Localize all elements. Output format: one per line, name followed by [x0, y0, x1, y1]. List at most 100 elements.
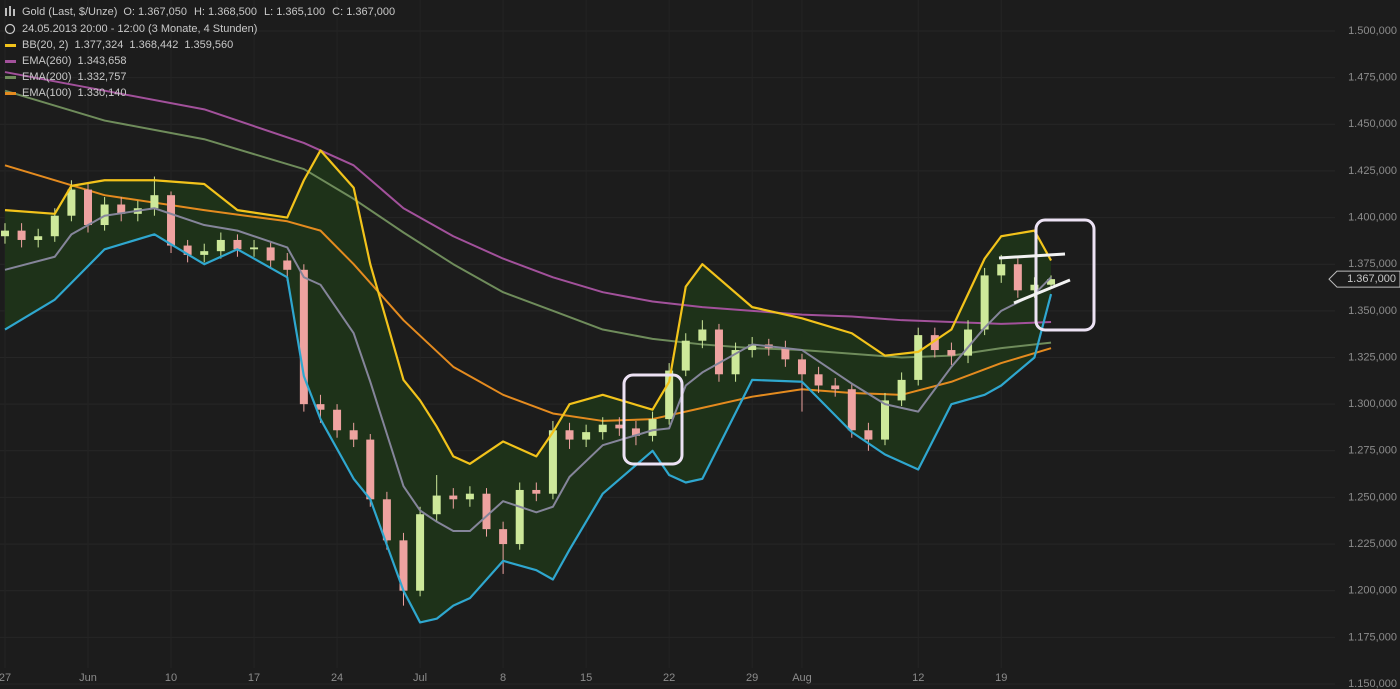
candle-body: [847, 389, 856, 431]
candle-body: [615, 424, 624, 429]
candle-body: [67, 189, 76, 216]
legend-text: 1.359,560: [184, 39, 233, 51]
candle-body: [881, 400, 890, 440]
trend-line: [1013, 278, 1071, 305]
candle-body: [515, 489, 524, 545]
legend-text: 1.377,324: [74, 39, 123, 51]
candle-body: [416, 514, 425, 591]
y-tick-label: 1.475,000: [1348, 72, 1397, 84]
candle-body: [964, 329, 973, 356]
candle-body: [167, 195, 176, 246]
legend-swatch: [5, 92, 16, 95]
chart-icon: [9, 6, 11, 16]
legend-text: 1.332,757: [78, 71, 127, 83]
candle-body: [449, 495, 458, 500]
candle-body: [781, 348, 790, 360]
candle-body: [150, 195, 159, 209]
candle-body: [797, 359, 806, 375]
candle-body: [897, 379, 906, 401]
chart-icon: [5, 8, 7, 16]
x-tick-label: 29: [746, 672, 758, 684]
candle-body: [648, 419, 657, 436]
y-tick-label: 1.350,000: [1348, 305, 1397, 317]
price-tag: [1328, 270, 1400, 288]
candle-body: [864, 430, 873, 440]
plot: [0, 71, 1056, 624]
candle-body: [665, 370, 674, 420]
bb-upper: [4, 149, 1053, 465]
y-tick-label: 1.425,000: [1348, 165, 1397, 177]
bb-middle: [4, 207, 1052, 533]
x-tick-label: Jun: [79, 672, 97, 684]
candle-body: [233, 239, 242, 250]
candle-body: [216, 239, 225, 252]
x-tick-label: 19: [995, 672, 1007, 684]
candle-body: [299, 269, 308, 405]
ema-line: [4, 89, 1052, 359]
candle-body: [681, 340, 690, 371]
y-tick-label: 1.150,000: [1348, 678, 1397, 689]
candle-body: [366, 439, 375, 500]
x-tick-label: 24: [331, 672, 343, 684]
candle-body: [532, 489, 541, 494]
legend-text: L: 1.365,100: [264, 6, 325, 18]
x-tick-label: 17: [248, 672, 260, 684]
candle-body: [382, 499, 391, 541]
candle-body: [582, 432, 591, 440]
candle-body: [548, 430, 557, 494]
annotations: [622, 218, 1096, 466]
candle-body: [748, 344, 757, 351]
legend-swatch: [5, 60, 16, 63]
candle-body: [34, 236, 43, 240]
legend-text: C: 1.367,000: [332, 6, 395, 18]
candle-body: [465, 493, 474, 500]
candle-body: [283, 260, 292, 270]
legend-text: O: 1.367,050: [123, 6, 187, 18]
ema-line: [4, 164, 1052, 422]
candle-body: [598, 424, 607, 433]
candle-body: [432, 495, 441, 515]
legend-text: EMA(100): [22, 87, 72, 99]
candle-body: [183, 245, 192, 255]
candle-body: [0, 230, 9, 237]
y-tick-label: 1.325,000: [1348, 351, 1397, 363]
candle-body: [349, 430, 358, 440]
candle-body: [200, 251, 209, 255]
candle-body: [50, 215, 59, 237]
y-tick-label: 1.500,000: [1348, 25, 1397, 37]
candle-body: [266, 247, 275, 261]
candle-body: [399, 540, 408, 591]
candle-body: [499, 529, 508, 545]
legend-text: 24.05.2013 20:00 - 12:00 (3 Monate, 4 St…: [22, 23, 257, 35]
legend-text: EMA(200): [22, 71, 72, 83]
price-tag-label: 1.367,000: [1347, 273, 1396, 285]
chart-icon: [13, 9, 15, 16]
candle-body: [831, 385, 840, 390]
x-tick-label: Jul: [413, 672, 427, 684]
candle-body: [698, 329, 707, 341]
candle-body: [117, 204, 126, 214]
legend-text: BB(20, 2): [22, 39, 68, 51]
candle-body: [714, 329, 723, 375]
candle-body: [17, 230, 26, 240]
candle-body: [333, 409, 342, 431]
candle-body: [947, 350, 956, 356]
candle-body: [1013, 264, 1022, 291]
y-tick-label: 1.200,000: [1348, 585, 1397, 597]
y-tick-label: 1.450,000: [1348, 118, 1397, 130]
x-tick-label: Aug: [792, 672, 812, 684]
candle-body: [980, 275, 989, 330]
candle-body: [1047, 279, 1056, 285]
candle-body: [250, 247, 259, 250]
y-tick-label: 1.400,000: [1348, 211, 1397, 223]
legend-text: EMA(260): [22, 55, 72, 67]
y-tick-label: 1.250,000: [1348, 491, 1397, 503]
legend-swatch: [5, 44, 16, 47]
band-fill: [4, 150, 1052, 623]
x-tick-label: 27: [0, 672, 11, 684]
annotation-box: [1034, 218, 1096, 332]
ema-line: [4, 71, 1052, 325]
candle-body: [565, 430, 574, 440]
